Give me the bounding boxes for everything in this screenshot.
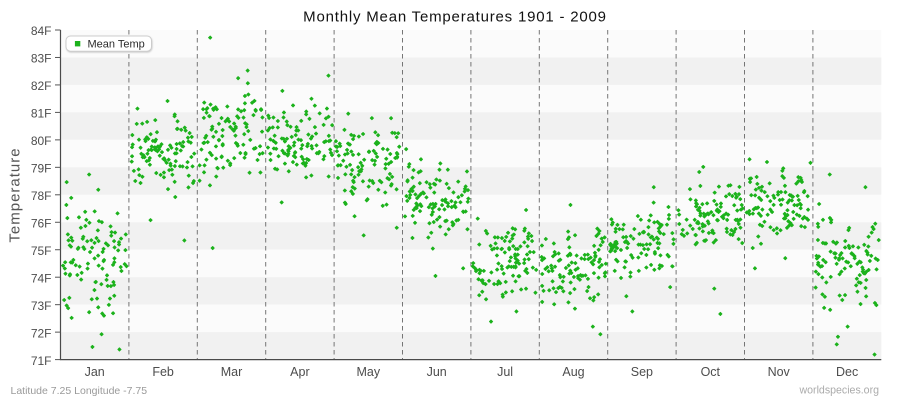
svg-text:76F: 76F: [31, 217, 52, 231]
svg-text:83F: 83F: [31, 52, 52, 66]
svg-text:Mean Temp: Mean Temp: [88, 39, 145, 51]
svg-text:Dec: Dec: [836, 365, 858, 379]
svg-text:Jan: Jan: [85, 365, 105, 379]
svg-text:Aug: Aug: [562, 365, 584, 379]
svg-text:Jun: Jun: [427, 365, 447, 379]
svg-text:78F: 78F: [31, 189, 52, 203]
svg-text:71F: 71F: [31, 354, 52, 368]
svg-text:May: May: [356, 365, 380, 379]
svg-text:82F: 82F: [31, 79, 52, 93]
svg-text:Sep: Sep: [631, 365, 653, 379]
svg-text:Feb: Feb: [152, 365, 174, 379]
svg-text:Latitude 7.25 Longitude -7.75: Latitude 7.25 Longitude -7.75: [11, 385, 148, 397]
svg-text:Temperature: Temperature: [7, 147, 24, 242]
svg-text:Jul: Jul: [497, 365, 513, 379]
svg-text:Oct: Oct: [701, 365, 721, 379]
svg-text:worldspecies.org: worldspecies.org: [799, 385, 880, 397]
svg-text:Mar: Mar: [221, 365, 243, 379]
svg-text:74F: 74F: [31, 271, 52, 285]
svg-text:81F: 81F: [31, 107, 52, 121]
svg-text:80F: 80F: [31, 134, 52, 148]
svg-text:Apr: Apr: [290, 365, 309, 379]
svg-text:79F: 79F: [31, 162, 52, 176]
svg-text:Nov: Nov: [768, 365, 791, 379]
svg-text:Monthly Mean Temperatures 1901: Monthly Mean Temperatures 1901 - 2009: [303, 8, 607, 25]
svg-text:75F: 75F: [31, 244, 52, 258]
svg-text:72F: 72F: [31, 326, 52, 340]
svg-text:73F: 73F: [31, 299, 52, 313]
svg-text:84F: 84F: [31, 24, 52, 38]
